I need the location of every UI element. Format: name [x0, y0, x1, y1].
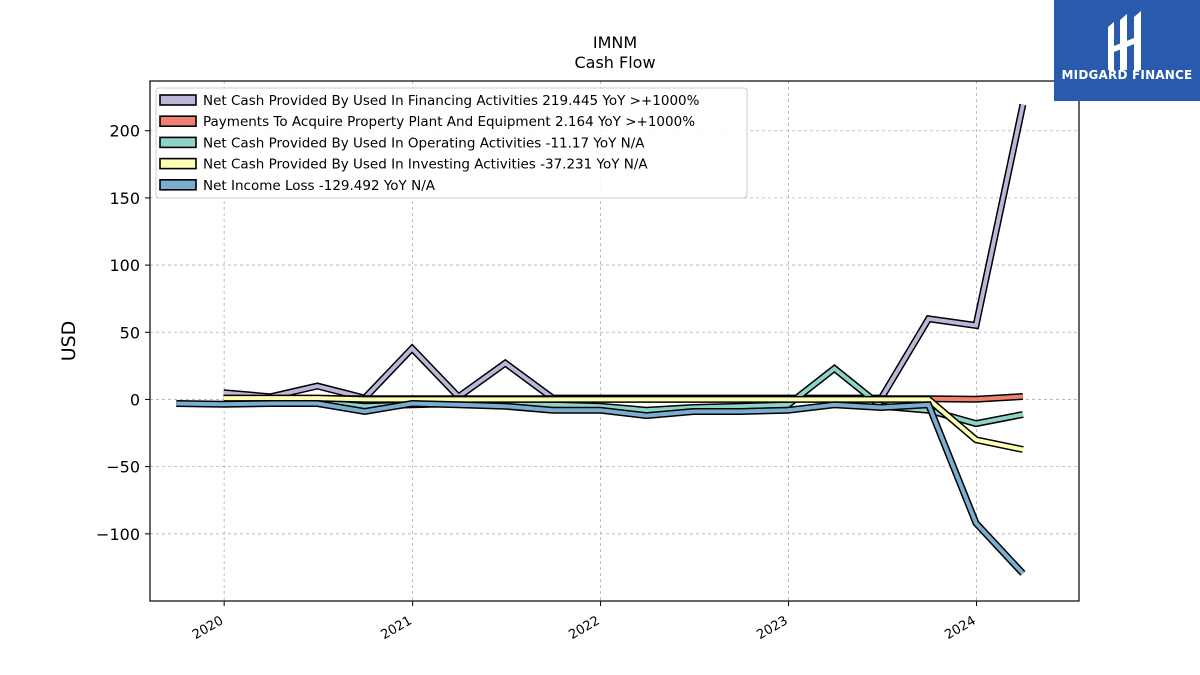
- chart-subtitle: Cash Flow: [574, 53, 655, 72]
- legend-label-2: Net Cash Provided By Used In Operating A…: [203, 135, 645, 151]
- brand-logo: MIDGARD FINANCE: [1054, 0, 1200, 101]
- legend: Net Cash Provided By Used In Financing A…: [155, 87, 748, 199]
- x-tick-label-1: 2021: [378, 613, 414, 643]
- y-axis-label: USD: [58, 321, 80, 362]
- y-tick-label-4: 100: [109, 256, 140, 275]
- x-axis-ticks: 2020 2021 2022 2023 2024: [190, 601, 979, 643]
- y-tick-label-6: 200: [109, 122, 140, 141]
- series-4: [176, 399, 1026, 576]
- y-tick-label-0: −100: [96, 525, 140, 544]
- legend-swatch-4: [159, 179, 197, 191]
- logo-mark-cross: [1114, 38, 1134, 52]
- legend-swatch-3: [159, 157, 197, 170]
- legend-label-1: Payments To Acquire Property Plant And E…: [203, 114, 695, 130]
- x-tick-label-2: 2022: [566, 613, 602, 643]
- y-tick-label-5: 150: [109, 189, 140, 208]
- chart-title: IMNM: [593, 33, 637, 52]
- y-tick-label-1: −50: [106, 458, 140, 477]
- y-tick-label-2: 0: [130, 390, 140, 409]
- logo-mark-right: [1134, 11, 1141, 70]
- logo-mark-left: [1108, 22, 1114, 70]
- series-outline-4: [176, 399, 1026, 576]
- legend-box: [155, 87, 748, 199]
- x-tick-label-0: 2020: [190, 613, 226, 643]
- legend-swatch-1: [159, 115, 197, 127]
- logo-mark-center: [1120, 14, 1127, 70]
- series-line-4: [176, 401, 1025, 575]
- series-lines: [176, 103, 1027, 576]
- y-tick-label-3: 50: [120, 323, 140, 342]
- x-tick-label-3: 2023: [754, 613, 790, 643]
- brand-name: MIDGARD FINANCE: [1061, 68, 1193, 82]
- legend-swatch-2: [159, 136, 197, 149]
- legend-label-3: Net Cash Provided By Used In Investing A…: [203, 157, 648, 173]
- midgard-logo-icon: [1054, 0, 1200, 101]
- series-line-3: [223, 396, 1024, 452]
- plot-frame: [149, 80, 1080, 602]
- legend-label-0: Net Cash Provided By Used In Financing A…: [203, 93, 700, 109]
- x-tick-label-4: 2024: [942, 613, 978, 643]
- legend-label-4: Net Income Loss -129.492 YoY N/A: [203, 178, 436, 194]
- legend-swatch-0: [159, 94, 197, 106]
- y-axis-ticks: −100 −50 0 50 100 150 200: [96, 122, 150, 544]
- series-3: [223, 394, 1024, 453]
